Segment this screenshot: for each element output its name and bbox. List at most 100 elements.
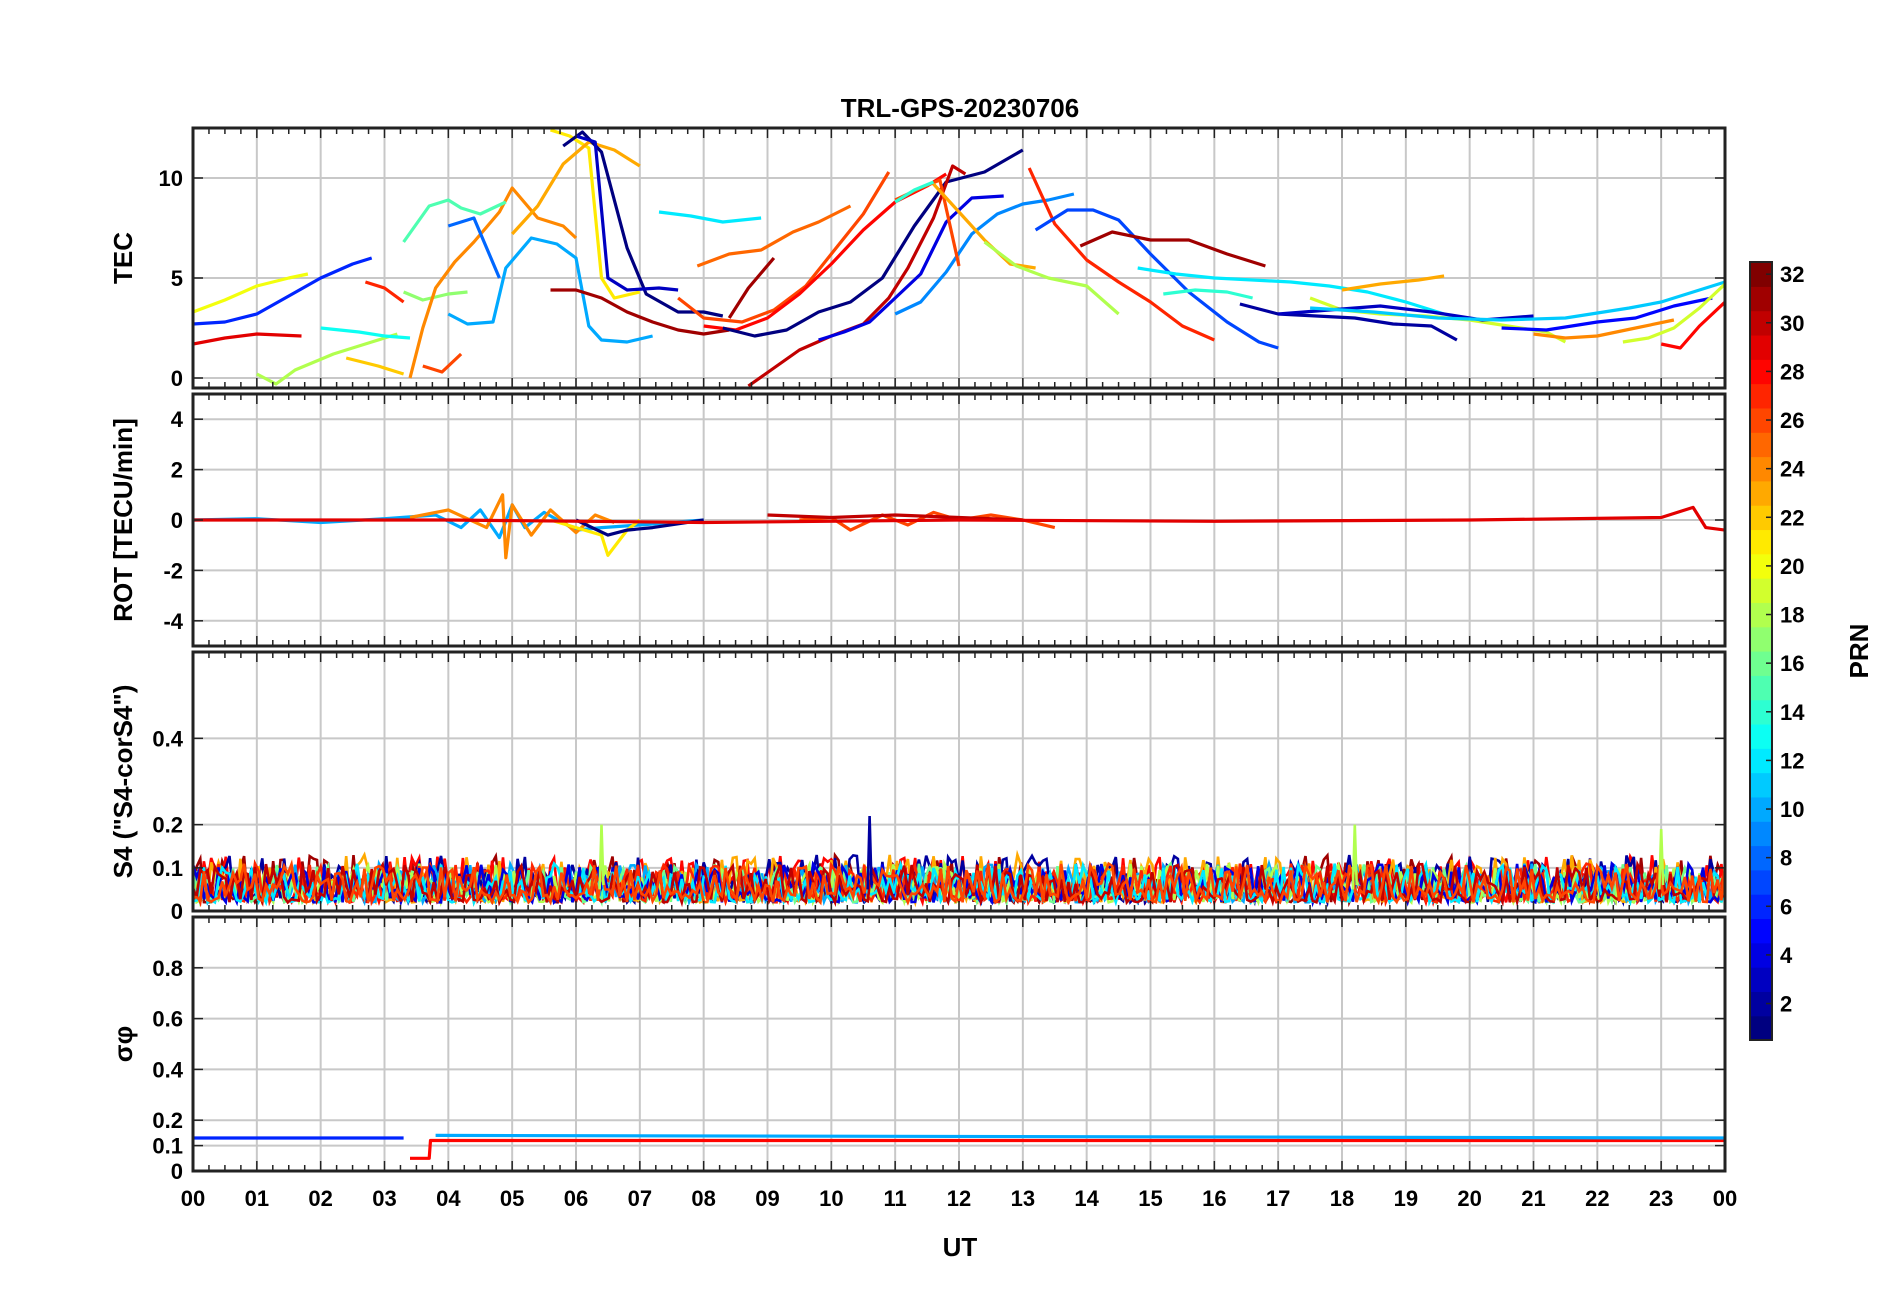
- colorbar-segment: [1750, 505, 1772, 531]
- series-prn-3: [575, 134, 679, 292]
- x-tick-label: 01: [245, 1186, 269, 1211]
- series-prn-1: [562, 130, 724, 318]
- y-tick-label: -4: [163, 609, 183, 634]
- series-prn-23: [1341, 274, 1445, 292]
- colorbar-segment: [1750, 359, 1772, 385]
- s4-peak: [1658, 828, 1665, 890]
- series-prn-5: [1501, 296, 1713, 332]
- y-tick-label: 0.4: [152, 1057, 183, 1082]
- colorbar-segment: [1750, 894, 1772, 920]
- colorbar-tick-label: 30: [1780, 311, 1804, 336]
- colorbar-tick-label: 26: [1780, 408, 1804, 433]
- colorbar-frame: [1749, 261, 1773, 1041]
- x-tick-label: 20: [1457, 1186, 1481, 1211]
- y-tick-label: 0.8: [152, 956, 183, 981]
- y-axis-label: TEC: [108, 232, 138, 284]
- colorbar-segment: [1750, 432, 1772, 458]
- series-prn-17: [402, 290, 468, 302]
- y-tick-label: 0.2: [152, 1108, 183, 1133]
- x-tick-label: 08: [691, 1186, 715, 1211]
- x-tick-label: 09: [755, 1186, 779, 1211]
- series-prn-29: [193, 332, 302, 346]
- s4-peak: [1351, 824, 1358, 890]
- y-tick-label: 0: [171, 899, 183, 924]
- x-tick-label: 16: [1202, 1186, 1226, 1211]
- series-prn-15: [402, 198, 507, 243]
- series-prn-20: [193, 272, 309, 314]
- colorbar-segment: [1750, 310, 1772, 336]
- colorbar-tick-label: 32: [1780, 262, 1804, 287]
- series-prn-18: [256, 332, 398, 386]
- y-tick-label: 0.4: [152, 726, 183, 751]
- colorbar-segment: [1750, 918, 1772, 944]
- colorbar-segment: [1750, 796, 1772, 822]
- colorbar-segment: [1750, 675, 1772, 701]
- y-tick-label: 10: [159, 166, 183, 191]
- colorbar-tick-label: 28: [1780, 359, 1804, 384]
- colorbar-tick-label: 14: [1780, 700, 1805, 725]
- x-tick-label: 11: [884, 1186, 907, 1211]
- s4-peak: [866, 815, 873, 890]
- series-prn-31: [1079, 230, 1266, 268]
- series-prn-8: [447, 216, 501, 279]
- series-prn-14: [894, 180, 935, 204]
- colorbar-segment: [1750, 772, 1772, 798]
- series-prn-7: [1034, 208, 1279, 350]
- colorbar-tick-label: 6: [1780, 894, 1792, 919]
- panel-sigma_phi: 00.10.2 0.4 0.6 0.8 σφ: [108, 915, 1727, 1184]
- x-tick-label: 05: [500, 1186, 524, 1211]
- series-prn-13: [320, 326, 411, 340]
- colorbar-segment: [1750, 626, 1772, 652]
- series-prn-23: [511, 140, 641, 236]
- series-prn-26: [799, 510, 1056, 532]
- colorbar-segment: [1750, 480, 1772, 506]
- colorbar-segment: [1750, 845, 1772, 871]
- series-prn-1: [722, 148, 1024, 338]
- y-axis-label: σφ: [108, 1026, 138, 1062]
- x-tick-label: 02: [308, 1186, 332, 1211]
- colorbar-tick-label: 16: [1780, 651, 1804, 676]
- colorbar-tick-label: 20: [1780, 554, 1804, 579]
- x-tick-label: 00: [1713, 1186, 1737, 1211]
- y-tick-label: 0.6: [152, 1007, 183, 1032]
- colorbar-segment: [1750, 383, 1772, 409]
- colorbar-tick-label: 12: [1780, 748, 1804, 773]
- y-tick-label: 4: [171, 407, 184, 432]
- series-prn-26: [894, 178, 961, 267]
- series-prn-24: [1533, 318, 1675, 340]
- x-tick-label: 19: [1394, 1186, 1418, 1211]
- y-tick-label: 0.2: [152, 813, 183, 838]
- series-prn-9: [894, 192, 1075, 316]
- colorbar-segment: [1750, 262, 1772, 287]
- y-tick-label: 0: [171, 508, 183, 533]
- series-prn-26: [422, 352, 463, 374]
- series-prn-21: [550, 128, 641, 300]
- colorbar-segment: [1750, 723, 1772, 749]
- panel-tec: 0 5 10 TEC: [108, 126, 1727, 391]
- y-tick-label: 0.1: [152, 1134, 183, 1159]
- colorbar-segment: [1750, 699, 1772, 725]
- y-tick-label: 0.1: [152, 856, 183, 881]
- series-prn-6: [193, 256, 373, 326]
- colorbar-segment: [1750, 578, 1772, 603]
- series-prn-14: [1163, 288, 1253, 300]
- colorbar-tick-label: 2: [1780, 992, 1792, 1017]
- series-prn-26: [193, 859, 1725, 906]
- colorbar-segment: [1750, 456, 1772, 482]
- panel-rot: -4 -2 0 2 4 ROT [TECU/min]: [108, 392, 1727, 648]
- series-prn-22: [345, 356, 405, 376]
- x-tick-label: 21: [1521, 1186, 1545, 1211]
- x-tick-label: 10: [819, 1186, 843, 1211]
- series-prn-28: [1660, 300, 1725, 350]
- colorbar-segment: [1750, 553, 1772, 579]
- colorbar-segment: [1750, 286, 1772, 312]
- x-tick-label: 00: [181, 1186, 205, 1211]
- y-tick-label: 2: [171, 458, 183, 483]
- colorbar-segment: [1750, 821, 1772, 847]
- series-prn-11: [1309, 280, 1725, 322]
- colorbar-segment: [1750, 529, 1772, 555]
- series-prn-18: [983, 240, 1120, 316]
- series-prn-24: [408, 186, 578, 379]
- chart-title: TRL-GPS-20230706: [841, 93, 1079, 123]
